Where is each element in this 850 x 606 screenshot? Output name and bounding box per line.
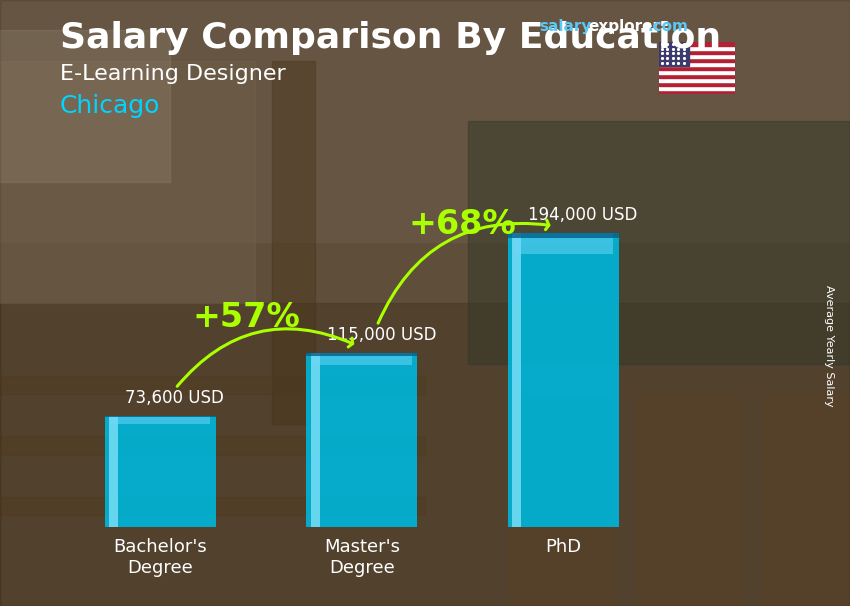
Bar [659,90,735,94]
Bar [0,30,170,182]
Bar [0,376,425,394]
Bar [0,436,425,454]
Bar [311,353,320,527]
Bar [659,86,735,90]
Text: +57%: +57% [192,301,300,334]
Bar [659,42,735,47]
Bar [272,61,314,424]
Text: Chicago: Chicago [60,94,160,118]
Bar [659,82,735,86]
Bar [306,353,417,527]
Bar [110,416,118,527]
Bar [306,353,417,356]
Bar [105,416,216,418]
Bar [659,42,689,66]
Bar [659,62,735,66]
Text: Salary Comparison By Education: Salary Comparison By Education [60,21,721,55]
Text: Average Yearly Salary: Average Yearly Salary [824,285,834,406]
Bar [659,55,735,58]
Bar [0,303,850,606]
Bar [508,233,619,527]
Bar [659,66,735,70]
Text: 194,000 USD: 194,000 USD [528,206,638,224]
Bar [105,416,216,527]
Bar [508,233,619,238]
Bar [659,50,735,55]
Text: 115,000 USD: 115,000 USD [326,326,436,344]
Bar [638,394,740,606]
Bar [659,47,735,50]
Text: salary: salary [540,19,592,35]
Bar [0,0,850,242]
Bar [0,61,255,303]
Bar [468,121,850,364]
Bar [513,233,521,527]
Text: +68%: +68% [409,208,517,241]
Bar [659,74,735,78]
Bar [659,58,735,62]
Bar [513,233,614,254]
Bar [659,78,735,82]
Bar [659,70,735,74]
Bar [765,394,850,606]
Text: explorer: explorer [588,19,660,35]
Text: E-Learning Designer: E-Learning Designer [60,64,286,84]
Text: .com: .com [648,19,689,35]
Bar [110,416,210,424]
Bar [510,394,612,606]
Bar [0,497,425,515]
Bar [312,353,411,365]
Text: 73,600 USD: 73,600 USD [125,388,224,407]
